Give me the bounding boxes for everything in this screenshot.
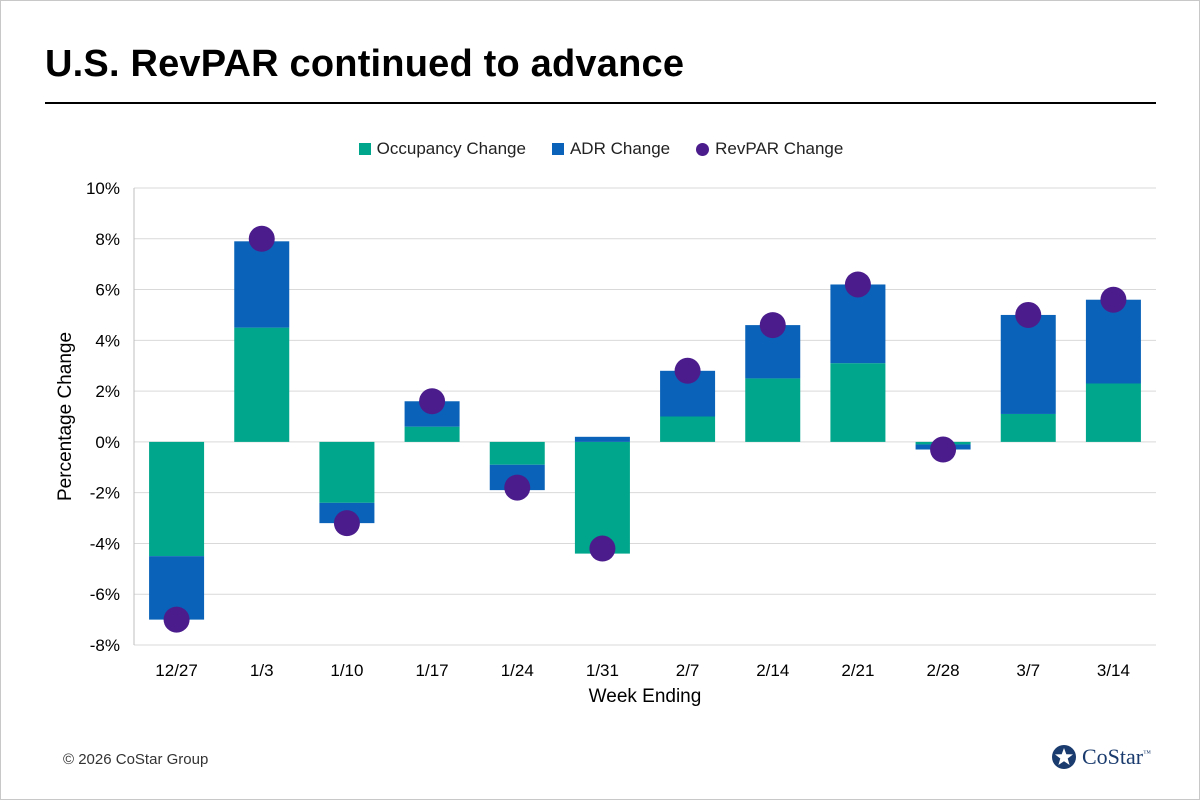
bar-adr-change	[830, 284, 886, 364]
chart-canvas: 10% 8% 6% 4% 2% 0% -2% -4% -6% -8% 12/27 1/3 1/10 1/1…	[55, 179, 1156, 707]
bar-occupancy-change	[319, 441, 375, 503]
y-tick-label: 2%	[95, 382, 120, 401]
revpar-dot	[163, 606, 190, 633]
x-tick-label: 2/28	[927, 661, 960, 680]
y-tick-label: -2%	[90, 484, 120, 503]
logo-wordmark: CoStar™	[1082, 744, 1151, 769]
y-tick-label: -8%	[90, 636, 120, 655]
x-tick-label: 1/10	[330, 661, 363, 680]
bar-adr-change	[1085, 299, 1141, 384]
y-tick-label: 10%	[86, 179, 120, 198]
bar-occupancy-change	[234, 327, 290, 442]
copyright-text: © 2026 CoStar Group	[63, 751, 209, 768]
costar-star-icon	[1052, 745, 1076, 769]
x-tick-label: 1/17	[416, 661, 449, 680]
x-tick-label: 3/7	[1016, 661, 1040, 680]
bar-occupancy-change	[660, 416, 716, 442]
legend-item-revpar: RevPAR Change	[696, 139, 843, 159]
x-tick-label: 2/21	[841, 661, 874, 680]
legend-swatch-revpar	[696, 142, 710, 156]
legend-item-adr: ADR Change	[551, 139, 671, 159]
x-tick-label: 12/27	[155, 661, 198, 680]
revpar-dot	[759, 312, 786, 339]
revpar-dot	[248, 225, 275, 252]
bar-adr-change	[1000, 314, 1056, 414]
y-tick-label: 0%	[95, 433, 120, 452]
legend-label-occupancy: Occupancy Change	[376, 139, 526, 158]
revpar-dot	[844, 271, 871, 298]
revpar-dot	[589, 535, 616, 562]
x-tick-label: 3/14	[1097, 661, 1130, 680]
x-tick-label: 1/31	[586, 661, 619, 680]
revpar-dot	[930, 436, 957, 463]
revpar-dot	[1100, 286, 1127, 313]
revpar-dot	[1015, 301, 1042, 328]
page-title: U.S. RevPAR continued to advance	[45, 43, 685, 85]
bar-occupancy-change	[489, 441, 545, 465]
revpar-dot	[333, 510, 360, 537]
bar-adr-change	[234, 241, 290, 328]
legend-swatch-occupancy	[358, 143, 371, 155]
bar-occupancy-change	[1085, 383, 1141, 442]
revpar-dot	[504, 474, 531, 501]
y-tick-label: -6%	[90, 585, 120, 604]
costar-logo: CoStar™	[1051, 744, 1151, 770]
bar-occupancy-change	[830, 363, 886, 442]
bar-occupancy-change	[404, 426, 460, 442]
legend-item-occupancy: Occupancy Change	[358, 139, 526, 159]
y-tick-label: 4%	[95, 331, 120, 350]
revpar-dot	[674, 357, 701, 384]
bar-occupancy-change	[149, 441, 205, 557]
y-tick-label: 6%	[95, 281, 120, 300]
x-axis-title: Week Ending	[589, 686, 702, 707]
legend-label-adr: ADR Change	[569, 139, 671, 158]
x-tick-label: 2/14	[756, 661, 789, 680]
bar-occupancy-change	[574, 441, 630, 554]
bar-occupancy-change	[745, 378, 801, 442]
x-tick-label: 2/7	[676, 661, 700, 680]
legend-swatch-adr	[551, 143, 564, 155]
y-tick-label: 8%	[95, 230, 120, 249]
y-axis-title: Percentage Change	[55, 332, 76, 501]
y-tick-label: -4%	[90, 534, 120, 553]
title-divider	[45, 102, 1156, 104]
bar-occupancy-change	[1000, 413, 1056, 442]
chart-legend: Occupancy Change ADR Change RevPAR Chang…	[1, 139, 1200, 159]
x-tick-label: 1/3	[250, 661, 274, 680]
legend-label-revpar: RevPAR Change	[715, 139, 844, 158]
revpar-dot	[419, 388, 446, 415]
bar-adr-change	[574, 436, 630, 442]
x-tick-label: 1/24	[501, 661, 534, 680]
